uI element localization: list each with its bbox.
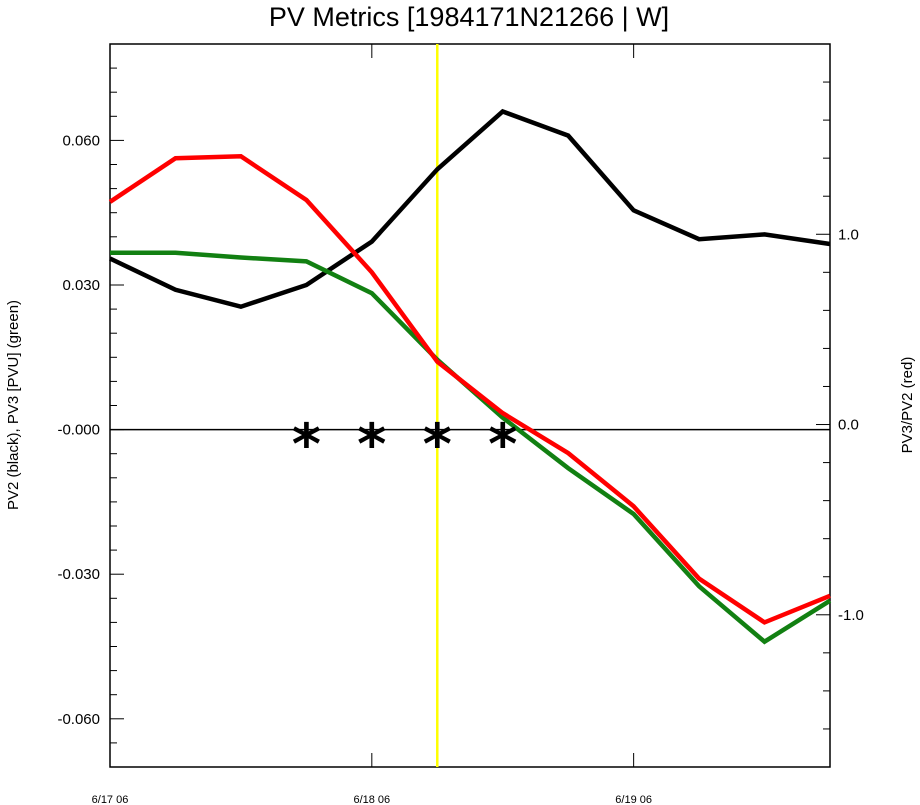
- series-line-pv3-pv2: [108, 154, 831, 625]
- star-marker: *: [423, 413, 452, 478]
- x-tick-label: 6/17 06: [92, 794, 129, 805]
- series-line-pv2: [109, 108, 831, 310]
- star-marker: *: [488, 413, 517, 478]
- plot-area: 0.060 0.030 -0.000 -0.030 -0.060 1.0 0.0 -1.0 6/…: [57, 43, 864, 805]
- y-left-tick-label: -0.030: [57, 566, 100, 583]
- y-axis-right-label: PV3/PV2 (red): [899, 357, 916, 454]
- y-left-tick-label: -0.000: [57, 422, 100, 439]
- y-left-tick-label: 0.030: [62, 277, 100, 294]
- y-axis-left-label: PV2 (black), PV3 [PVU] (green): [5, 300, 22, 510]
- chart-title: PV Metrics [1984171N21266 | W]: [269, 2, 669, 32]
- y-left-tick-label: -0.060: [57, 711, 100, 728]
- y-right-tick-label: -1.0: [838, 607, 864, 624]
- y-right-tick-label: 1.0: [838, 226, 859, 243]
- star-marker: *: [292, 413, 321, 478]
- series-line-pv3: [110, 250, 832, 645]
- x-tick-label: 6/19 06: [615, 794, 652, 805]
- y-left-tick-label: 0.060: [62, 132, 100, 149]
- plot-frame: [109, 43, 831, 768]
- x-tick-label: 6/18 06: [353, 794, 390, 805]
- y-right-tick-label: 0.0: [838, 417, 859, 434]
- star-marker: *: [357, 413, 386, 478]
